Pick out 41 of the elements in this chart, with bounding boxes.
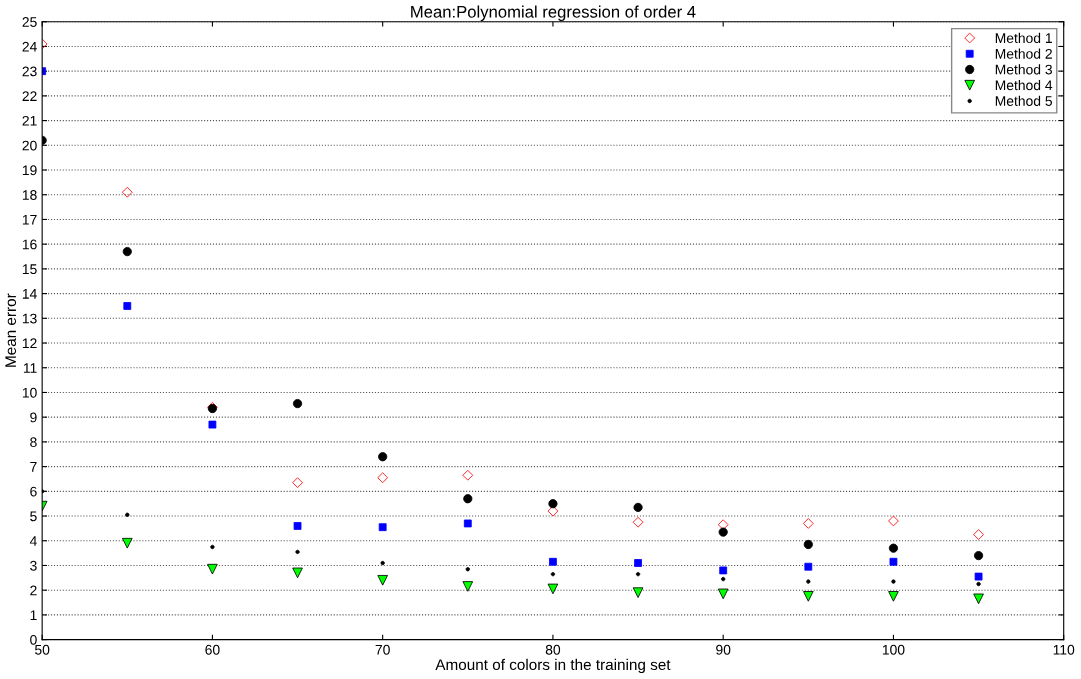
y-tick-label: 19: [22, 165, 37, 176]
y-tick-label: 21: [22, 115, 37, 126]
legend-label: Method 3: [995, 64, 1052, 75]
legend-label: Method 4: [995, 80, 1053, 91]
y-tick-label: 5: [30, 511, 37, 522]
y-tick-label: 11: [23, 363, 37, 373]
legend-label: Method 5: [995, 95, 1053, 106]
y-tick-label: 13: [22, 313, 37, 324]
y-tick-label: 12: [22, 338, 37, 349]
y-tick-label: 17: [22, 214, 37, 225]
y-tick-label: 23: [22, 66, 37, 77]
y-tick-label: 8: [30, 437, 37, 448]
x-tick-label: 110: [1053, 644, 1075, 655]
y-tick-label: 14: [22, 289, 37, 299]
y-tick-label: 24: [22, 41, 37, 52]
y-tick-label: 15: [22, 264, 37, 275]
x-tick-label: 90: [716, 644, 731, 655]
chart-title: Mean:Polynomial regression of order 4: [411, 5, 696, 22]
y-tick-label: 9: [30, 412, 37, 423]
x-tick-label: 80: [545, 644, 561, 655]
y-tick-label: 6: [30, 486, 37, 497]
x-tick-label: 70: [375, 644, 390, 655]
y-tick-label: 2: [30, 585, 37, 596]
x-axis-title: Amount of colors in the training set: [435, 658, 671, 674]
legend-label: Method 1: [995, 32, 1052, 44]
y-tick-label: 25: [22, 17, 37, 27]
y-axis-title: Mean error: [5, 293, 17, 367]
y-tick-label: 7: [30, 462, 37, 472]
y-tick-label: 1: [30, 610, 37, 620]
x-tick-label: 60: [205, 644, 220, 655]
y-tick-label: 3: [30, 560, 37, 571]
y-tick-label: 16: [22, 239, 37, 250]
y-tick-label: 18: [22, 190, 37, 200]
x-tick-label: 50: [34, 644, 50, 655]
legend-label: Method 2: [995, 48, 1052, 59]
y-tick-label: 4: [29, 536, 37, 546]
x-tick-label: 100: [882, 644, 905, 655]
y-tick-label: 0: [30, 634, 37, 645]
y-tick-label: 22: [22, 91, 37, 101]
y-tick-label: 20: [22, 140, 37, 151]
y-tick-label: 10: [22, 387, 37, 398]
